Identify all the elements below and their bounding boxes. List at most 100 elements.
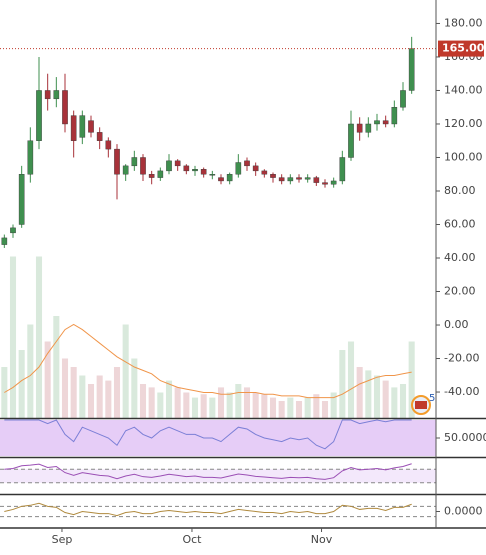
candle-body: [244, 160, 250, 167]
candle-body: [330, 180, 337, 185]
volume-bar: [330, 392, 337, 418]
x-tick-label: Oct: [182, 533, 202, 546]
candle-body: [356, 123, 363, 133]
y-tick-label: 20.00: [444, 285, 476, 298]
x-tick-label: Sep: [52, 533, 73, 546]
candle-body: [183, 165, 190, 172]
candle-body: [192, 169, 198, 172]
candle-body: [174, 160, 181, 167]
volume-bar: [304, 397, 311, 418]
volume-ma-line: [4, 323, 412, 399]
candle-body: [44, 90, 51, 100]
y-tick-label: 60.00: [444, 217, 476, 230]
volume-bar: [53, 316, 60, 418]
volume-bar: [105, 380, 112, 418]
volume-bar: [261, 394, 268, 418]
volume-bar: [408, 341, 415, 418]
candle-body: [218, 177, 224, 182]
indicator-line: [4, 463, 412, 480]
last-price-box: [438, 40, 484, 57]
volume-bar: [252, 392, 259, 418]
candle-body: [70, 115, 77, 141]
y-tick-label: 80.00: [444, 184, 476, 197]
candle-body: [1, 237, 8, 245]
volume-bar: [9, 256, 17, 418]
volume-bar: [35, 256, 43, 418]
volume-bar: [27, 324, 34, 418]
y-tick-label: 140.00: [444, 83, 483, 96]
volume-bar: [347, 341, 355, 418]
y-tick-label: 100.00: [444, 150, 483, 163]
volume-bar: [157, 392, 164, 418]
pane-band: [0, 469, 436, 483]
volume-bar: [382, 380, 389, 418]
candle-body: [278, 177, 285, 182]
candle-body: [157, 170, 164, 178]
last-price-label: 165.00: [442, 42, 485, 55]
candle-body: [374, 120, 380, 125]
candle-body: [365, 123, 372, 133]
volume-bar: [339, 350, 346, 418]
volume-bar: [287, 397, 294, 418]
volume-bar: [61, 358, 69, 418]
volume-bar: [235, 384, 242, 418]
candle-body: [252, 165, 259, 172]
y-tick-label: 40.00: [444, 251, 476, 264]
candle-body: [88, 120, 94, 133]
volume-bar: [148, 387, 155, 418]
y-tick-label: -40.00: [444, 385, 479, 398]
volume-bar: [373, 375, 381, 418]
candle-body: [313, 177, 320, 183]
candle-body: [96, 132, 103, 141]
pane-band: [0, 420, 436, 456]
candle-body: [400, 90, 406, 108]
candle-body: [304, 177, 311, 180]
volume-bar: [18, 350, 25, 418]
candle-body: [209, 174, 216, 176]
volume-bar: [122, 324, 129, 418]
volume-bar: [217, 387, 225, 418]
volume-bar: [79, 375, 86, 418]
indicator-line: [4, 419, 412, 450]
volume-bar: [70, 367, 77, 418]
volume-bar: [174, 387, 181, 418]
badge-flag: [415, 401, 427, 409]
volume-bar: [200, 394, 207, 418]
volume-bar: [191, 397, 199, 418]
candle-body: [10, 227, 16, 234]
candle-body: [27, 140, 34, 175]
volume-bar: [391, 387, 398, 418]
candle-body: [287, 177, 294, 182]
candle-body: [322, 182, 328, 185]
volume-bar: [183, 392, 190, 418]
y-tick-label: 50.0000: [444, 431, 486, 444]
volume-bar: [295, 401, 303, 418]
volume-bar: [113, 367, 121, 418]
volume-bar: [131, 358, 138, 418]
volume-bar: [165, 380, 173, 418]
candle-body: [382, 120, 389, 125]
x-tick-label: Nov: [311, 533, 333, 546]
candle-body: [131, 157, 138, 167]
volume-bar: [226, 392, 233, 418]
badge-label: 5: [429, 393, 435, 404]
volume-bar: [356, 367, 363, 418]
candle-body: [62, 90, 68, 125]
candle-body: [296, 177, 302, 180]
volume-bar: [365, 370, 372, 418]
candle-body: [105, 140, 112, 150]
y-tick-label: 180.00: [444, 16, 483, 29]
y-tick-label: -20.00: [444, 352, 479, 365]
candle-body: [166, 160, 172, 172]
volume-bar: [139, 384, 147, 418]
candle-body: [408, 48, 415, 91]
volume-bar: [209, 397, 216, 418]
candle-body: [148, 174, 155, 178]
candle-body: [114, 148, 120, 175]
indicator-line: [4, 502, 412, 517]
volume-bar: [269, 397, 277, 418]
candle-body: [391, 107, 398, 125]
candle-body: [36, 90, 42, 141]
volume-bar: [1, 367, 8, 418]
